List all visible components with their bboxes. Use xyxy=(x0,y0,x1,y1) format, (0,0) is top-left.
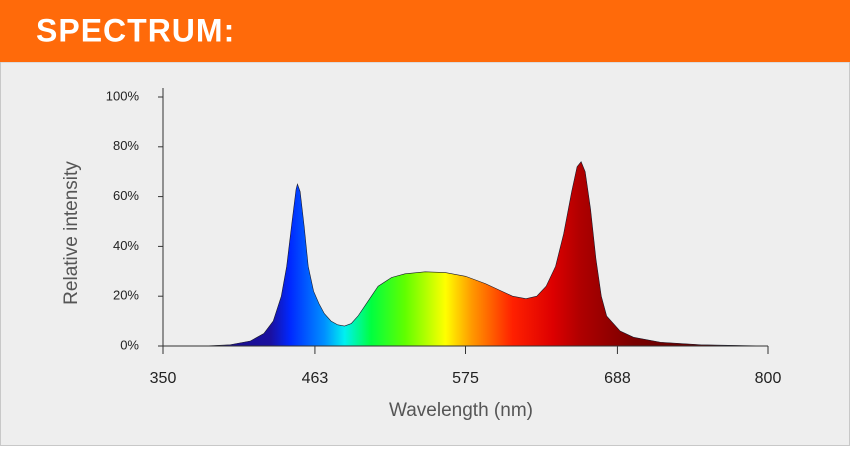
x-axis-label: Wavelength (nm) xyxy=(389,400,533,421)
spectrum-area xyxy=(163,161,769,347)
x-tick-label: 463 xyxy=(302,370,329,387)
y-tick-label: 100% xyxy=(106,88,140,103)
y-tick-label: 60% xyxy=(113,188,139,203)
chart-title: SPECTRUM: xyxy=(36,12,235,48)
x-tick-label: 350 xyxy=(150,370,177,387)
header xyxy=(0,0,850,62)
x-tick-label: 800 xyxy=(755,370,782,387)
y-tick-label: 40% xyxy=(113,238,139,253)
y-tick-label: 80% xyxy=(113,138,139,153)
y-tick-label: 0% xyxy=(120,337,139,352)
x-tick-label: 688 xyxy=(604,370,631,387)
y-tick-label: 20% xyxy=(113,288,139,303)
y-axis-label: Relative intensity xyxy=(61,161,82,305)
x-tick-label: 575 xyxy=(452,370,479,387)
